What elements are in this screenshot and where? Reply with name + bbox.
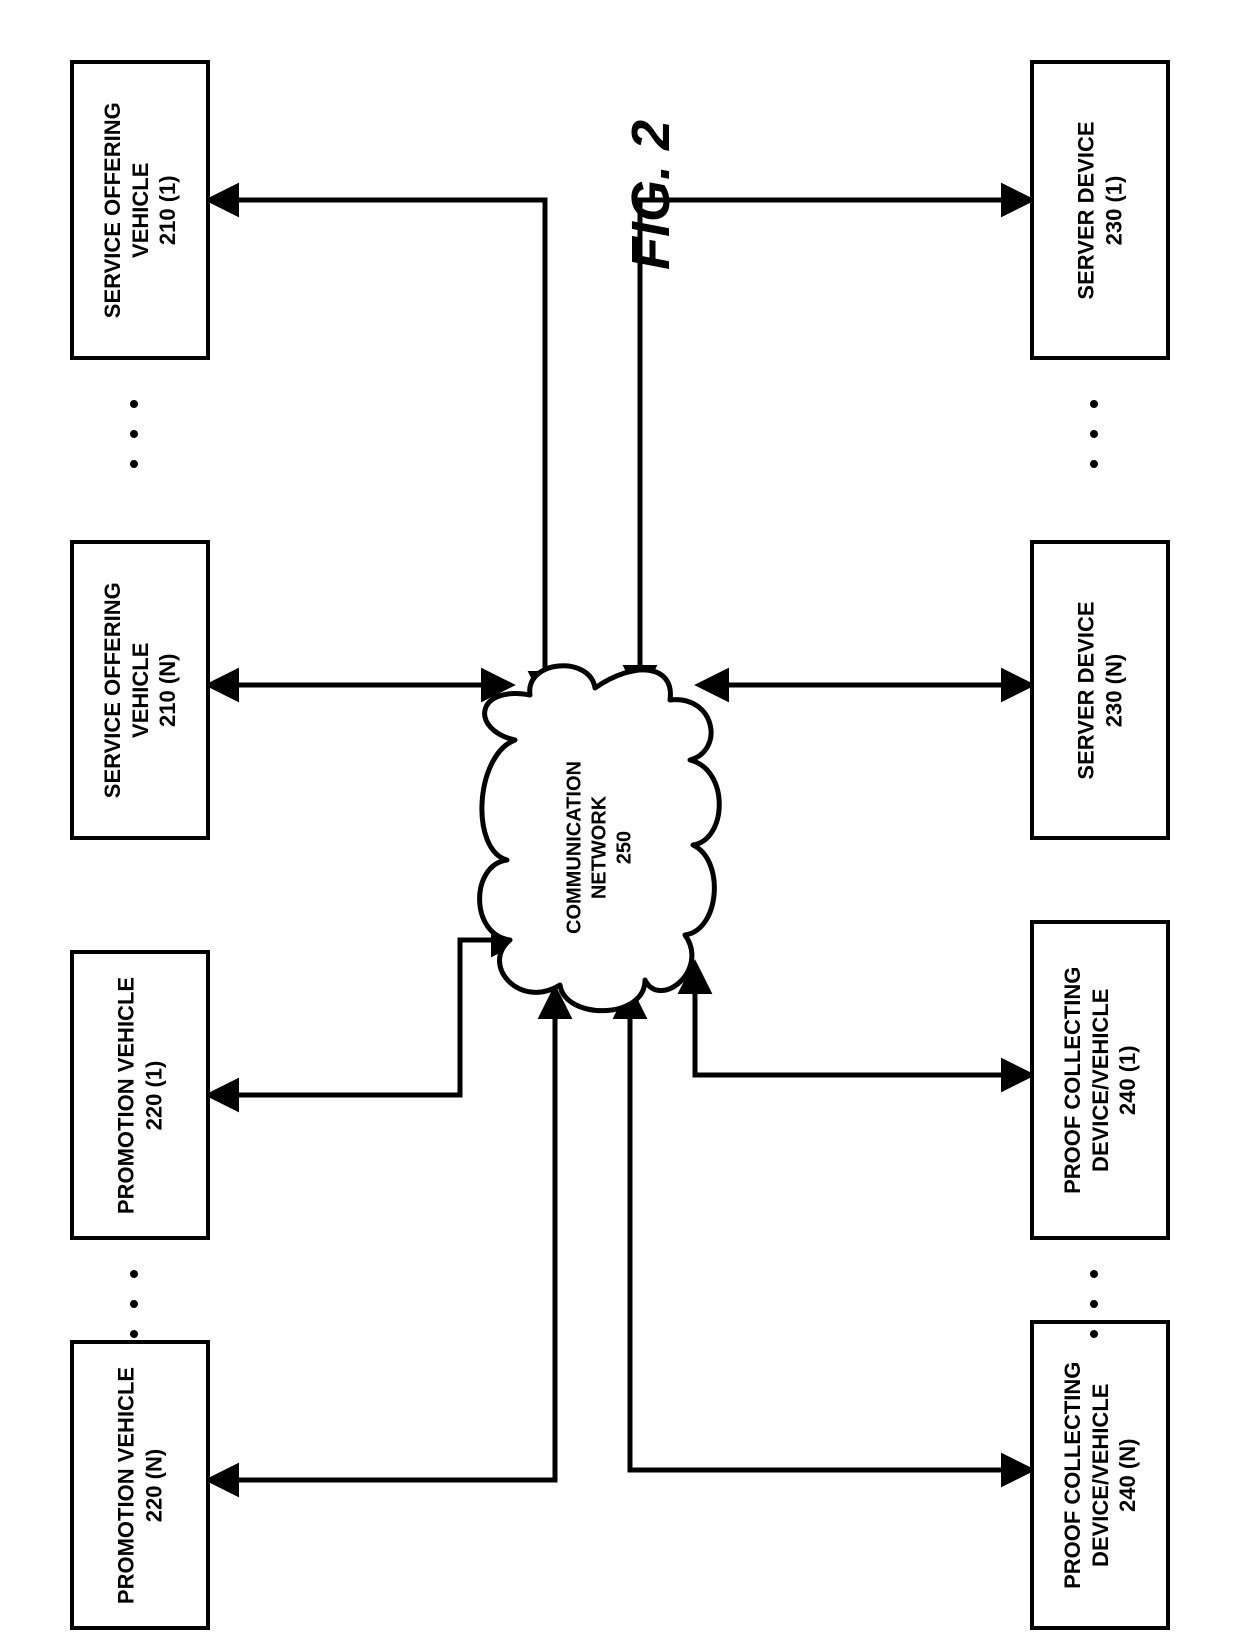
node-proof_1: PROOF COLLECTING DEVICE/VEHICLE 240 (1) bbox=[1030, 920, 1170, 1240]
node-label: PROMOTION VEHICLE 220 (1) bbox=[113, 960, 168, 1230]
ellipsis-dot bbox=[1090, 1300, 1098, 1308]
node-server_1: SERVER DEVICE 230 (1) bbox=[1030, 60, 1170, 360]
ellipsis-0 bbox=[130, 400, 138, 468]
node-label: PROMOTION VEHICLE 220 (N) bbox=[113, 1350, 168, 1620]
node-proof_n: PROOF COLLECTING DEVICE/VEHICLE 240 (N) bbox=[1030, 1320, 1170, 1630]
node-label: SERVER DEVICE 230 (N) bbox=[1073, 550, 1128, 830]
ellipsis-dot bbox=[130, 1300, 138, 1308]
ellipsis-2 bbox=[1090, 400, 1098, 468]
ellipsis-dot bbox=[130, 400, 138, 408]
edge-server_1 bbox=[640, 200, 1030, 694]
node-service_offering_n: SERVICE OFFERING VEHICLE 210 (N) bbox=[70, 540, 210, 840]
figure-title: FIG. 2 bbox=[620, 120, 682, 270]
ellipsis-dot bbox=[1090, 400, 1098, 408]
ellipsis-dot bbox=[1090, 1330, 1098, 1338]
cloud-label: COMMUNICATION NETWORK 250 bbox=[563, 703, 638, 993]
edge-promotion_n bbox=[210, 990, 555, 1480]
diagram-canvas: FIG. 2 SERVICE OFFERING VEHICLE 210 (1) S… bbox=[0, 0, 1240, 1636]
ellipsis-1 bbox=[130, 1270, 138, 1338]
ellipsis-dot bbox=[130, 430, 138, 438]
ellipsis-dot bbox=[1090, 1270, 1098, 1278]
node-promotion_1: PROMOTION VEHICLE 220 (1) bbox=[70, 950, 210, 1240]
edge-service_offering_1 bbox=[210, 200, 545, 700]
ellipsis-3 bbox=[1090, 1270, 1098, 1338]
edge-proof_n bbox=[630, 990, 1030, 1470]
node-label: SERVICE OFFERING VEHICLE 210 (N) bbox=[99, 550, 182, 830]
ellipsis-dot bbox=[130, 1270, 138, 1278]
ellipsis-dot bbox=[1090, 460, 1098, 468]
ellipsis-dot bbox=[1090, 430, 1098, 438]
node-label: PROOF COLLECTING DEVICE/VEHICLE 240 (N) bbox=[1059, 1330, 1142, 1620]
ellipsis-dot bbox=[130, 1330, 138, 1338]
ellipsis-dot bbox=[130, 460, 138, 468]
edge-proof_1 bbox=[695, 965, 1030, 1075]
node-service_offering_1: SERVICE OFFERING VEHICLE 210 (1) bbox=[70, 60, 210, 360]
node-label: SERVER DEVICE 230 (1) bbox=[1073, 70, 1128, 350]
node-promotion_n: PROMOTION VEHICLE 220 (N) bbox=[70, 1340, 210, 1630]
node-label: PROOF COLLECTING DEVICE/VEHICLE 240 (1) bbox=[1059, 930, 1142, 1230]
node-server_n: SERVER DEVICE 230 (N) bbox=[1030, 540, 1170, 840]
node-label: SERVICE OFFERING VEHICLE 210 (1) bbox=[99, 70, 182, 350]
edge-promotion_1 bbox=[210, 940, 520, 1095]
